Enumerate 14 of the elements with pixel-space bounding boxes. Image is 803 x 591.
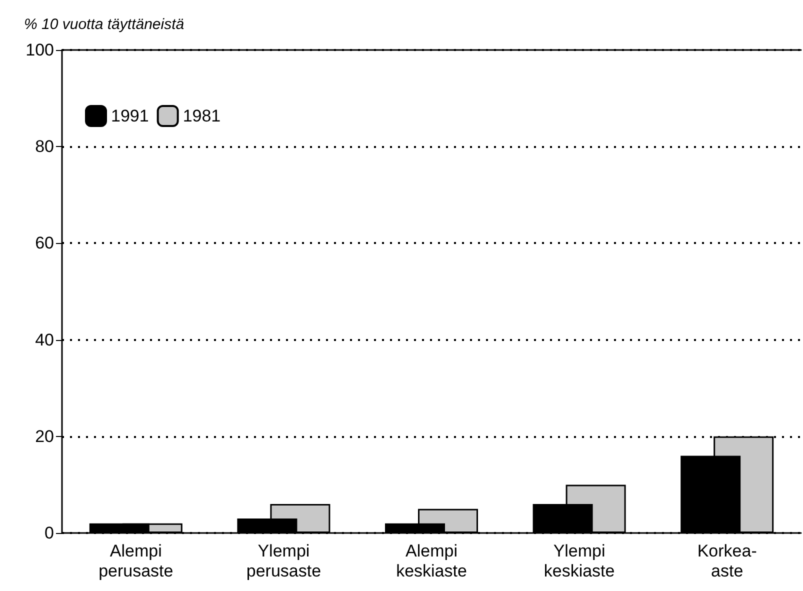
- y-tick-label: 40: [35, 330, 54, 350]
- x-tick-label: Alempi keskiaste: [396, 542, 467, 580]
- legend-label: 1991: [111, 106, 149, 126]
- y-tick-label: 80: [35, 137, 54, 156]
- x-tick-label: Ylempi keskiaste: [544, 542, 615, 580]
- y-axis-title: % 10 vuotta täyttäneistä: [24, 16, 184, 33]
- x-tick-label: Korkea-aste: [697, 542, 757, 580]
- y-tick-label: 60: [35, 234, 54, 253]
- y-tick-label: 100: [26, 40, 54, 60]
- y-tick-label: 0: [44, 524, 54, 542]
- legend-label: 1981: [182, 106, 221, 126]
- x-tick-label: Alempi perusaste: [98, 542, 174, 580]
- x-tick-label: Ylempi perusaste: [246, 542, 322, 580]
- y-tick-label: 20: [35, 426, 54, 446]
